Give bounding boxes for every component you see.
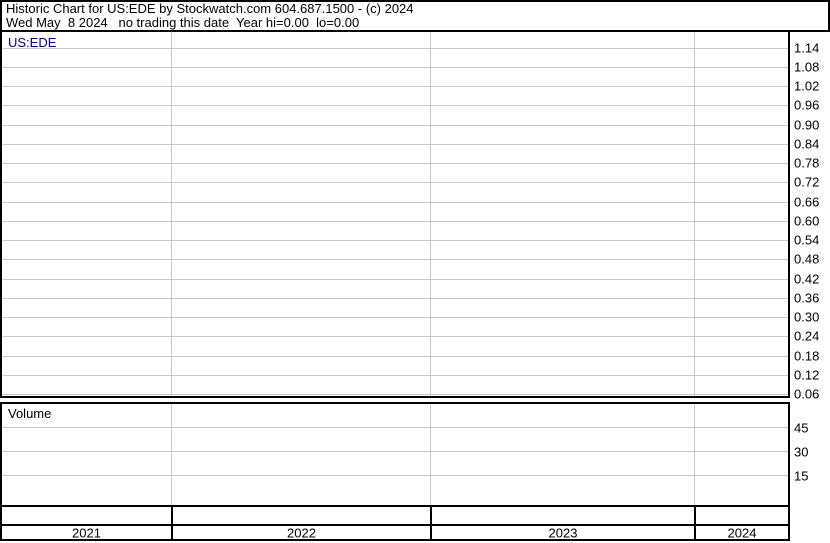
volume-gridline — [2, 427, 788, 428]
volume-tick-label: 15 — [794, 468, 809, 484]
year-gridline — [171, 404, 172, 505]
price-gridline — [2, 317, 788, 318]
price-tick-label: 1.08 — [794, 59, 820, 75]
year-gridline — [430, 32, 431, 396]
year-label: 2022 — [287, 525, 316, 540]
price-tick-label: 0.12 — [794, 367, 820, 383]
price-gridline — [2, 201, 788, 203]
price-tick-label: 0.30 — [794, 309, 820, 325]
price-tick-label: 0.06 — [794, 386, 820, 402]
price-gridline — [2, 374, 788, 376]
price-gridline — [2, 105, 788, 107]
year-gridline — [430, 404, 431, 505]
price-gridline — [2, 336, 788, 338]
year-divider — [430, 507, 432, 524]
year-gridline — [694, 404, 695, 505]
price-gridline — [2, 259, 788, 261]
price-gridline — [2, 163, 788, 164]
volume-gridline — [2, 475, 788, 476]
year-label: 2024 — [727, 525, 757, 540]
volume-tick-label: 30 — [794, 444, 809, 460]
year-label: 2023 — [548, 525, 578, 540]
price-tick-label: 0.18 — [794, 348, 820, 363]
year-divider — [694, 507, 696, 524]
price-pane: US:EDE — [0, 32, 790, 398]
price-tick-label: 0.36 — [794, 290, 820, 306]
year-divider — [694, 526, 696, 539]
volume-axis: 45 30 15 — [790, 402, 830, 507]
indicator-strip-pane — [0, 507, 790, 526]
price-gridline — [2, 124, 788, 126]
price-gridline — [2, 220, 788, 222]
price-gridline — [2, 182, 788, 184]
price-tick-label: 0.42 — [794, 271, 820, 286]
volume-gridline — [2, 451, 788, 452]
price-tick-label: 0.60 — [794, 213, 820, 229]
price-tick-label: 0.24 — [794, 328, 820, 344]
price-tick-label: 0.84 — [794, 136, 820, 152]
year-gridline — [694, 32, 695, 396]
price-gridline — [2, 47, 788, 49]
price-tick-label: 0.90 — [794, 117, 820, 132]
price-gridline — [2, 355, 788, 357]
year-divider — [171, 526, 173, 539]
price-tick-label: 0.54 — [794, 232, 820, 248]
price-gridline — [2, 297, 788, 299]
volume-pane-label: Volume — [8, 406, 52, 421]
price-gridline — [2, 278, 788, 280]
volume-tick-label: 45 — [794, 420, 809, 436]
price-gridline — [2, 143, 788, 145]
year-gridline — [171, 32, 172, 396]
price-tick-label: 1.14 — [794, 40, 820, 55]
price-tick-label: 0.78 — [794, 155, 820, 171]
symbol-label: US:EDE — [8, 35, 57, 50]
price-tick-label: 0.72 — [794, 174, 820, 190]
price-tick-label: 1.02 — [794, 78, 820, 94]
price-axis: 1.14 1.08 1.02 0.96 0.90 0.84 0.78 0.72 0.66 0.60… — [790, 32, 830, 402]
price-gridline — [2, 86, 788, 87]
chart-status-line: Wed May 8 2024 no trading this date Year… — [6, 15, 360, 30]
chart-title: Historic Chart for US:EDE by Stockwatch.… — [6, 1, 414, 16]
price-tick-label: 0.96 — [794, 97, 820, 113]
volume-pane: Volume — [0, 402, 790, 507]
year-label: 2021 — [72, 525, 101, 540]
price-tick-label: 0.66 — [794, 194, 820, 209]
x-axis-year-row: 2021 2022 2023 2024 — [0, 526, 790, 541]
price-gridline — [2, 394, 788, 395]
chart-header: Historic Chart for US:EDE by Stockwatch.… — [0, 0, 830, 32]
year-divider — [430, 526, 432, 539]
year-divider — [171, 507, 173, 524]
price-gridline — [2, 240, 788, 241]
price-gridline — [2, 66, 788, 68]
price-tick-label: 0.48 — [794, 251, 820, 267]
